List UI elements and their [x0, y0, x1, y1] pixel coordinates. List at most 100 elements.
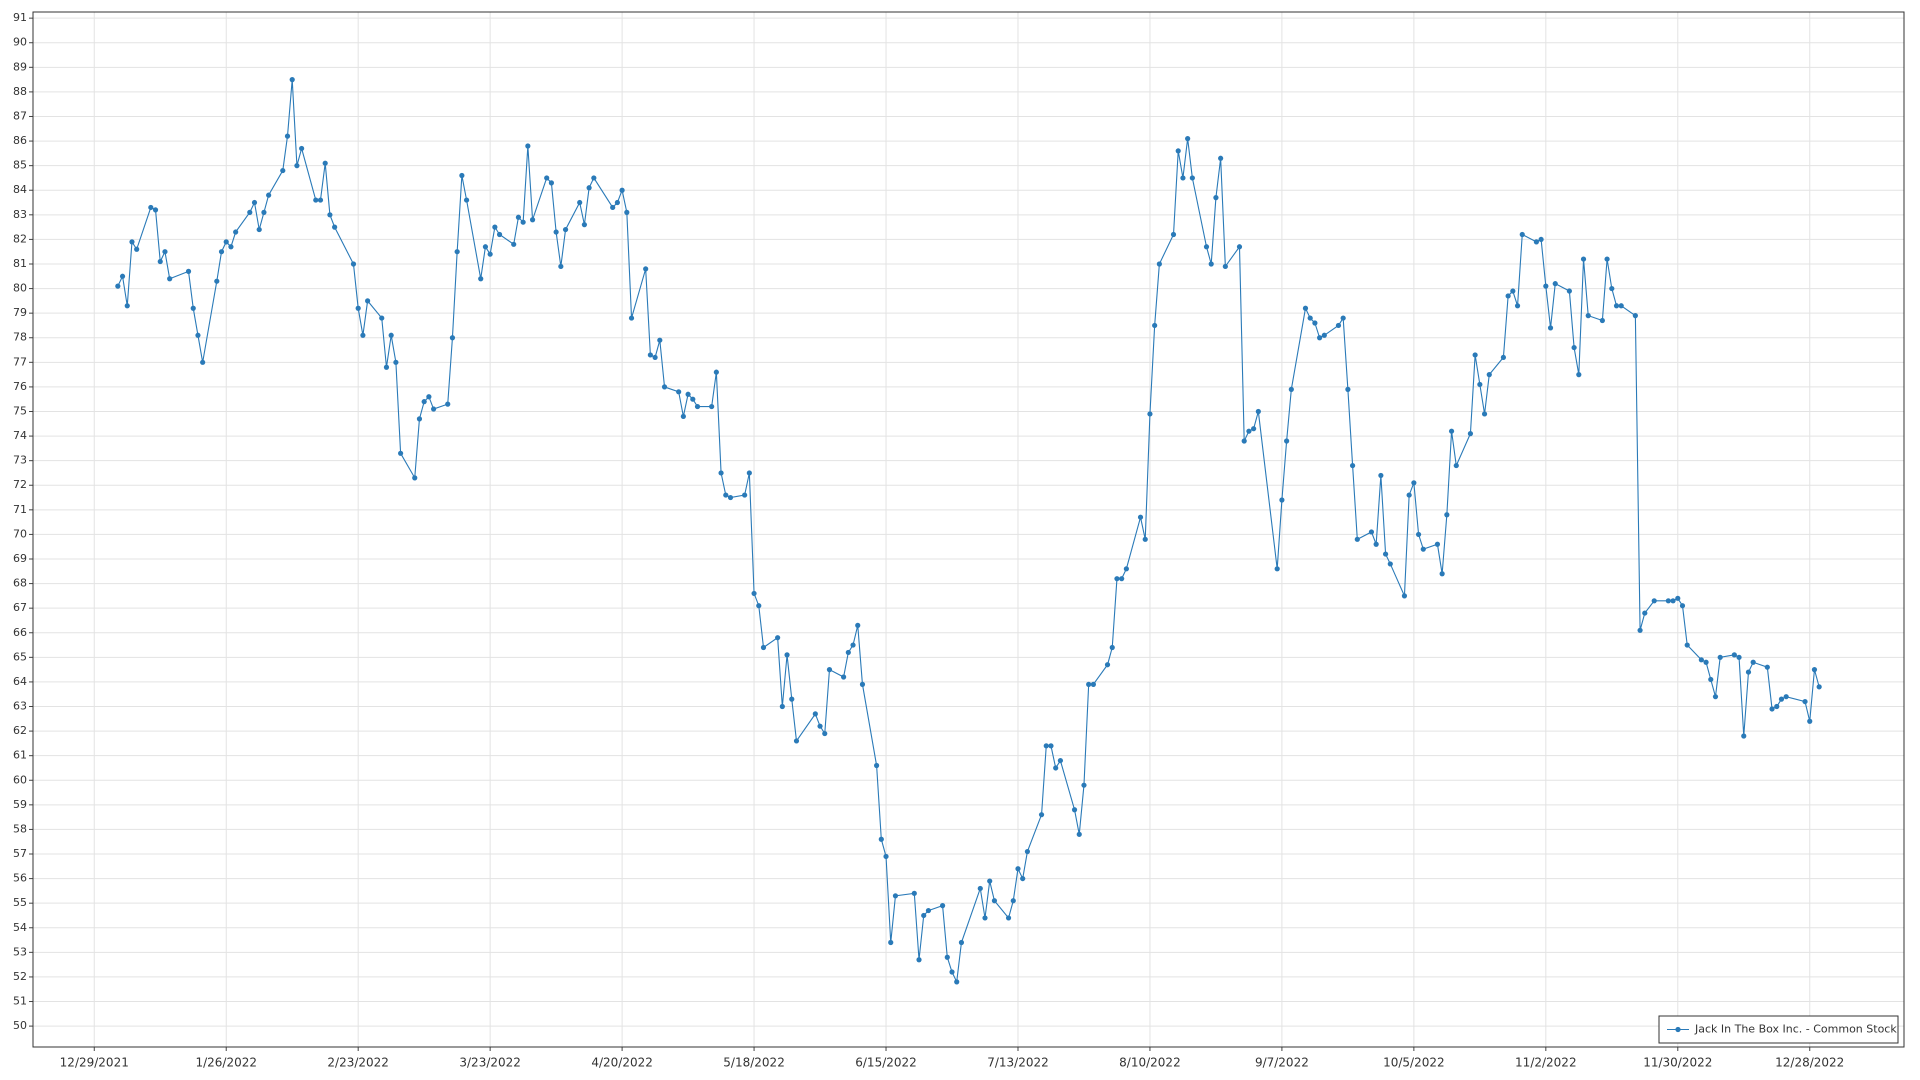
data-point [1750, 659, 1756, 665]
data-point [647, 352, 653, 358]
data-point [1387, 561, 1393, 567]
data-point [1467, 431, 1474, 437]
data-point [548, 180, 555, 186]
data-point [991, 898, 998, 904]
data-point [1251, 426, 1257, 432]
data-point [1312, 320, 1318, 326]
data-point [129, 239, 135, 245]
data-point [1415, 531, 1422, 538]
data-point [124, 303, 130, 309]
data-point [987, 878, 993, 884]
y-tick-label: 73 [13, 454, 27, 467]
data-point [610, 204, 616, 211]
legend-label: Jack In The Box Inc. - Common Stock [1694, 1023, 1897, 1036]
data-point [1406, 492, 1412, 498]
data-point [1679, 603, 1686, 609]
data-point [1637, 627, 1643, 633]
data-point [1472, 352, 1478, 358]
data-point [1802, 698, 1808, 705]
data-point [195, 332, 201, 338]
data-point [355, 305, 361, 311]
data-point [1255, 408, 1261, 415]
data-point [1599, 317, 1605, 324]
data-point [459, 172, 465, 179]
data-point [1585, 313, 1591, 319]
y-tick-label: 80 [13, 282, 27, 295]
data-point [1736, 654, 1742, 660]
data-point [1533, 239, 1539, 245]
y-tick-label: 52 [13, 970, 27, 983]
data-point [661, 384, 668, 390]
data-point [1571, 344, 1577, 351]
data-point [779, 703, 785, 710]
data-point [1717, 654, 1723, 660]
data-point [1675, 595, 1681, 601]
legend-marker [1675, 1026, 1681, 1033]
data-point [746, 470, 752, 476]
x-tick-label: 3/23/2022 [459, 1056, 521, 1070]
data-point [1053, 765, 1059, 771]
y-tick-label: 90 [13, 36, 27, 49]
data-point [134, 246, 140, 252]
data-point [1580, 256, 1587, 262]
data-point [478, 276, 484, 282]
data-point [756, 603, 762, 609]
data-point [1368, 529, 1375, 535]
data-point [383, 364, 390, 370]
y-tick-label: 50 [13, 1019, 27, 1032]
data-point [350, 261, 357, 267]
data-point [1670, 598, 1676, 604]
data-point [694, 403, 701, 410]
data-point [883, 853, 889, 860]
data-point [284, 133, 291, 139]
data-point [1373, 541, 1379, 547]
y-tick-label: 70 [13, 527, 27, 540]
data-point [492, 224, 498, 230]
data-point [266, 192, 272, 198]
data-point [1642, 610, 1648, 616]
data-point [1741, 733, 1747, 739]
data-point [982, 915, 988, 921]
data-point [1119, 576, 1125, 582]
data-point [1048, 743, 1054, 749]
data-point [1434, 541, 1441, 547]
data-point [544, 175, 550, 181]
x-tick-label: 2/23/2022 [327, 1056, 389, 1070]
data-point [1566, 288, 1572, 294]
data-point [591, 175, 597, 181]
data-point [1519, 231, 1525, 238]
y-tick-label: 71 [13, 503, 27, 516]
data-point [1114, 576, 1120, 582]
data-point [723, 492, 729, 498]
data-point [1703, 659, 1709, 665]
data-point [1811, 667, 1818, 673]
data-point [614, 199, 620, 206]
data-point [1236, 244, 1243, 250]
data-point [784, 652, 790, 658]
data-point [190, 305, 196, 311]
x-tick-label: 4/20/2022 [591, 1056, 653, 1070]
data-point [553, 229, 559, 235]
data-point [280, 167, 286, 174]
y-tick-label: 82 [13, 232, 27, 245]
data-point [511, 241, 517, 247]
data-point [1764, 664, 1770, 670]
y-tick-label: 84 [13, 183, 27, 196]
data-point [289, 77, 295, 83]
data-point [925, 907, 932, 914]
data-point [1137, 514, 1144, 520]
y-tick-label: 83 [13, 208, 27, 221]
data-point [760, 644, 767, 651]
data-point [944, 954, 950, 960]
data-point [313, 197, 319, 203]
data-point [445, 401, 451, 407]
data-point [1618, 303, 1624, 309]
plot-frame [32, 11, 1905, 1048]
data-point [1547, 325, 1554, 331]
data-point [1213, 195, 1219, 201]
data-point [365, 298, 371, 304]
data-point [775, 635, 781, 641]
data-point [1307, 315, 1313, 321]
